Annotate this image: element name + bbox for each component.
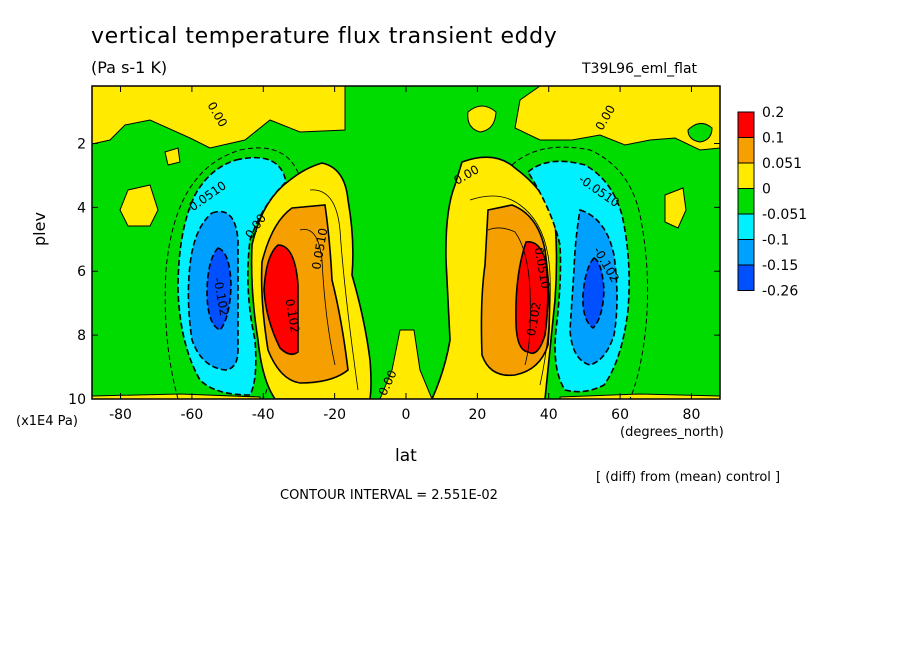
x-tick-label: 20 — [468, 407, 486, 423]
x-tick-label: 60 — [611, 407, 629, 423]
colorbar-swatch — [737, 188, 755, 215]
chart-units: (Pa s-1 K) — [91, 58, 168, 77]
y-tick-label: 4 — [77, 200, 86, 216]
x-tick-label: -80 — [109, 407, 132, 423]
colorbar-swatch — [737, 213, 755, 240]
x-tick-label: 80 — [683, 407, 701, 423]
contour-fill — [582, 257, 605, 330]
colorbar-label: 0.1 — [762, 131, 784, 147]
colorbar-swatch — [737, 162, 755, 189]
contour-fill — [92, 393, 261, 399]
contour-line — [469, 195, 551, 386]
contour-label: 0.102 — [524, 301, 544, 337]
contour-fill — [164, 147, 181, 166]
x-tick-label: -60 — [180, 407, 203, 423]
colorbar-label: -0.26 — [762, 284, 798, 300]
contour-line — [164, 149, 241, 399]
x-tick-label: 40 — [540, 407, 558, 423]
chart-title: vertical temperature flux transient eddy — [91, 24, 558, 49]
y-tick-label: 6 — [77, 264, 86, 280]
colorbar-swatch — [737, 111, 755, 138]
contour-fill — [206, 247, 232, 331]
colorbar-swatch — [737, 239, 755, 266]
contour-line — [309, 189, 359, 391]
x-axis-label: lat — [395, 446, 417, 466]
colorbar-label: 0.051 — [762, 156, 802, 172]
contour-fill — [514, 86, 720, 151]
colorbar: 0.2 0.1 0.051 0 -0.051 -0.1 -0.15 -0.26 — [737, 105, 807, 300]
colorbar-swatch — [737, 264, 755, 291]
contour-label: 0.102 — [282, 298, 302, 334]
contour-fill — [664, 187, 687, 229]
colorbar-label: 0 — [762, 182, 771, 198]
contour-interval: CONTOUR INTERVAL = 2.551E-02 — [280, 488, 498, 503]
diff-note: [ (diff) from (mean) control ] — [596, 470, 781, 485]
contour-fill — [92, 86, 346, 149]
axes: -80 -60 -40 -20 0 20 40 60 80 2 4 6 8 10 — [68, 86, 720, 423]
colorbar-swatch — [737, 137, 755, 164]
contour-line — [299, 228, 336, 366]
contour-fill — [515, 241, 549, 354]
x-tick-label: 0 — [402, 407, 411, 423]
run-id: T39L96_eml_flat — [582, 61, 698, 77]
plot-area: 0.00-0.0510-0.1020.000.1020.05100.000.00… — [92, 86, 720, 399]
y-tick-label: 10 — [68, 392, 86, 408]
y-axis-unit: (x1E4 Pa) — [16, 414, 78, 429]
contour-fill — [467, 105, 497, 133]
contour-fill — [119, 184, 159, 227]
x-tick-label: -20 — [323, 407, 346, 423]
contour-line — [487, 227, 531, 366]
contour-fill — [687, 123, 713, 143]
colorbar-label: 0.2 — [762, 105, 784, 121]
x-axis-unit: (degrees_north) — [620, 425, 724, 440]
colorbar-label: -0.1 — [762, 233, 789, 249]
contour-fill — [263, 244, 299, 356]
y-tick-label: 2 — [77, 136, 86, 152]
colorbar-label: -0.051 — [762, 207, 807, 223]
contour-fill — [379, 329, 433, 399]
x-tick-label: -40 — [252, 407, 275, 423]
colorbar-label: -0.15 — [762, 258, 798, 274]
contour-label: -0.102 — [211, 276, 232, 317]
y-tick-label: 8 — [77, 328, 86, 344]
